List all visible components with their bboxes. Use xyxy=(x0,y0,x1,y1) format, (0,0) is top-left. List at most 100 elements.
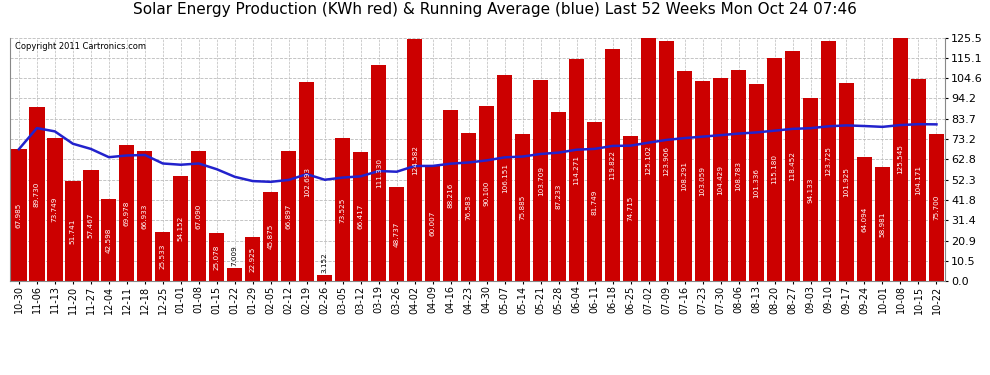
Bar xyxy=(281,152,296,281)
Bar xyxy=(767,57,782,281)
Bar xyxy=(677,71,692,281)
Bar xyxy=(444,110,458,281)
Bar xyxy=(407,39,423,281)
Bar xyxy=(533,80,548,281)
Bar xyxy=(263,192,278,281)
Text: 48.737: 48.737 xyxy=(394,221,400,247)
Text: 25.078: 25.078 xyxy=(214,244,220,270)
Bar xyxy=(839,83,854,281)
Text: 75.700: 75.700 xyxy=(934,195,940,220)
Text: 104.171: 104.171 xyxy=(916,165,922,195)
Bar xyxy=(911,79,926,281)
Text: 25.533: 25.533 xyxy=(159,244,166,269)
Text: 125.102: 125.102 xyxy=(645,145,651,175)
Text: 75.885: 75.885 xyxy=(520,195,526,220)
Bar xyxy=(785,51,800,281)
Bar xyxy=(48,138,62,281)
Bar xyxy=(748,84,764,281)
Bar xyxy=(623,136,639,281)
Text: 66.897: 66.897 xyxy=(286,204,292,229)
Bar xyxy=(425,165,441,281)
Bar xyxy=(605,48,621,281)
Text: 73.525: 73.525 xyxy=(340,197,346,222)
Bar xyxy=(569,59,584,281)
Text: 94.133: 94.133 xyxy=(808,177,814,203)
Text: 51.741: 51.741 xyxy=(70,218,76,244)
Text: 88.216: 88.216 xyxy=(447,183,453,208)
Text: 54.152: 54.152 xyxy=(178,216,184,242)
Bar xyxy=(173,176,188,281)
Text: 106.151: 106.151 xyxy=(502,163,508,193)
Text: 45.875: 45.875 xyxy=(267,224,274,249)
Text: 74.715: 74.715 xyxy=(628,196,634,221)
Text: 64.094: 64.094 xyxy=(861,206,867,232)
Text: 66.933: 66.933 xyxy=(142,204,148,229)
Bar xyxy=(371,65,386,281)
Bar xyxy=(65,181,80,281)
Bar xyxy=(353,152,368,281)
Bar xyxy=(461,132,476,281)
Text: 125.545: 125.545 xyxy=(898,144,904,174)
Text: 22.925: 22.925 xyxy=(249,246,255,272)
Bar xyxy=(479,106,494,281)
Bar xyxy=(497,75,512,281)
Bar xyxy=(209,232,225,281)
Bar xyxy=(731,70,746,281)
Bar xyxy=(659,40,674,281)
Bar xyxy=(929,134,944,281)
Text: 103.709: 103.709 xyxy=(538,165,544,195)
Bar xyxy=(856,157,872,281)
Text: 123.906: 123.906 xyxy=(663,146,669,176)
Text: 89.730: 89.730 xyxy=(34,182,40,207)
Bar xyxy=(191,151,207,281)
Bar xyxy=(317,275,333,281)
Text: 66.417: 66.417 xyxy=(357,204,363,230)
Text: 104.429: 104.429 xyxy=(718,165,724,195)
Text: 76.583: 76.583 xyxy=(465,194,471,220)
Bar xyxy=(335,138,350,281)
Text: 118.452: 118.452 xyxy=(789,151,796,181)
Text: 115.180: 115.180 xyxy=(771,154,777,184)
Bar xyxy=(893,38,908,281)
Bar xyxy=(138,151,152,281)
Text: 58.981: 58.981 xyxy=(879,211,885,237)
Bar xyxy=(119,146,135,281)
Bar xyxy=(713,78,729,281)
Bar xyxy=(695,81,710,281)
Text: 123.725: 123.725 xyxy=(826,146,832,176)
Text: 3.152: 3.152 xyxy=(322,252,328,273)
Bar xyxy=(155,232,170,281)
Bar xyxy=(389,187,404,281)
Bar xyxy=(83,170,99,281)
Text: 90.100: 90.100 xyxy=(484,181,490,207)
Text: 111.330: 111.330 xyxy=(376,158,382,188)
Text: Copyright 2011 Cartronics.com: Copyright 2011 Cartronics.com xyxy=(15,42,146,51)
Bar xyxy=(587,123,602,281)
Text: 119.822: 119.822 xyxy=(610,150,616,180)
Bar xyxy=(515,134,531,281)
Bar xyxy=(551,112,566,281)
Text: 73.749: 73.749 xyxy=(51,197,57,222)
Bar xyxy=(875,167,890,281)
Text: 67.090: 67.090 xyxy=(196,203,202,229)
Bar xyxy=(30,107,45,281)
Bar xyxy=(101,198,117,281)
Text: 81.749: 81.749 xyxy=(592,189,598,214)
Text: 108.783: 108.783 xyxy=(736,160,742,190)
Bar xyxy=(227,268,243,281)
Text: 101.925: 101.925 xyxy=(843,167,849,197)
Text: 42.598: 42.598 xyxy=(106,227,112,253)
Text: 102.693: 102.693 xyxy=(304,166,310,196)
Text: 7.009: 7.009 xyxy=(232,245,238,266)
Text: 108.291: 108.291 xyxy=(681,161,688,191)
Text: 69.978: 69.978 xyxy=(124,201,130,226)
Text: 67.985: 67.985 xyxy=(16,202,22,228)
Text: 60.007: 60.007 xyxy=(430,210,436,236)
Text: 124.582: 124.582 xyxy=(412,145,418,175)
Bar xyxy=(246,237,260,281)
Text: 114.271: 114.271 xyxy=(573,155,579,185)
Text: Solar Energy Production (KWh red) & Running Average (blue) Last 52 Weeks Mon Oct: Solar Energy Production (KWh red) & Runn… xyxy=(133,2,857,17)
Text: 57.467: 57.467 xyxy=(88,213,94,238)
Bar xyxy=(299,82,315,281)
Bar xyxy=(641,38,656,281)
